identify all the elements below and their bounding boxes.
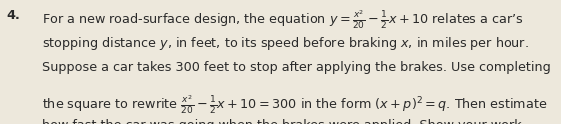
Text: Suppose a car takes 300 feet to stop after applying the brakes. Use completing: Suppose a car takes 300 feet to stop aft… <box>42 61 551 74</box>
Text: stopping distance $y$, in feet, to its speed before braking $x$, in miles per ho: stopping distance $y$, in feet, to its s… <box>42 35 529 52</box>
Text: how fast the car was going when the brakes were applied. Show your work.: how fast the car was going when the brak… <box>42 119 526 124</box>
Text: 4.: 4. <box>7 9 21 22</box>
Text: the square to rewrite $\frac{x^2}{20} - \frac{1}{2}x + 10 = 300$ in the form $(x: the square to rewrite $\frac{x^2}{20} - … <box>42 94 548 116</box>
Text: For a new road-surface design, the equation $y = \frac{x^2}{20} - \frac{1}{2}x +: For a new road-surface design, the equat… <box>42 9 524 31</box>
